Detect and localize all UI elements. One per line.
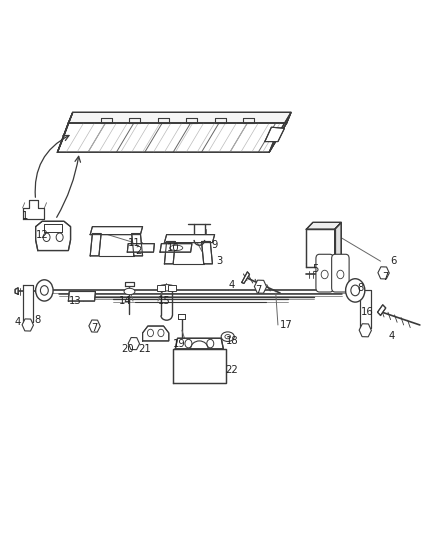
Polygon shape bbox=[164, 241, 175, 264]
Circle shape bbox=[346, 279, 365, 302]
Text: 14: 14 bbox=[119, 296, 131, 306]
Text: 20: 20 bbox=[121, 344, 134, 354]
Text: 8: 8 bbox=[35, 314, 41, 325]
Polygon shape bbox=[68, 112, 291, 123]
Polygon shape bbox=[35, 221, 71, 251]
Circle shape bbox=[337, 270, 344, 279]
Text: 2: 2 bbox=[135, 246, 141, 255]
Circle shape bbox=[56, 233, 63, 241]
Text: 7: 7 bbox=[255, 286, 261, 295]
Polygon shape bbox=[242, 272, 250, 284]
Polygon shape bbox=[269, 112, 291, 152]
Polygon shape bbox=[164, 235, 215, 243]
Circle shape bbox=[158, 329, 164, 337]
FancyBboxPatch shape bbox=[168, 285, 176, 291]
Polygon shape bbox=[15, 288, 18, 294]
Text: 15: 15 bbox=[158, 296, 171, 306]
Text: 11: 11 bbox=[127, 238, 140, 247]
Polygon shape bbox=[22, 285, 33, 322]
Circle shape bbox=[148, 329, 153, 337]
Text: 10: 10 bbox=[167, 243, 180, 253]
Circle shape bbox=[351, 285, 360, 296]
FancyBboxPatch shape bbox=[332, 254, 349, 292]
Polygon shape bbox=[306, 222, 341, 229]
Text: 18: 18 bbox=[226, 336, 238, 346]
Text: 12: 12 bbox=[36, 230, 49, 240]
Text: 4: 4 bbox=[389, 330, 395, 341]
Polygon shape bbox=[306, 229, 335, 266]
Polygon shape bbox=[160, 244, 192, 252]
Ellipse shape bbox=[170, 245, 183, 251]
Polygon shape bbox=[44, 224, 62, 232]
Text: 6: 6 bbox=[390, 256, 397, 266]
FancyBboxPatch shape bbox=[157, 285, 165, 291]
Polygon shape bbox=[90, 233, 101, 256]
Text: 13: 13 bbox=[69, 296, 81, 306]
Circle shape bbox=[321, 270, 328, 279]
Text: 5: 5 bbox=[312, 264, 318, 274]
Polygon shape bbox=[175, 338, 223, 349]
Circle shape bbox=[40, 286, 48, 295]
Polygon shape bbox=[173, 349, 226, 383]
Ellipse shape bbox=[158, 285, 175, 291]
Polygon shape bbox=[57, 123, 287, 152]
Polygon shape bbox=[178, 314, 185, 319]
Polygon shape bbox=[22, 200, 44, 219]
Ellipse shape bbox=[225, 335, 230, 339]
Polygon shape bbox=[360, 290, 371, 328]
Circle shape bbox=[207, 340, 214, 348]
Text: 4: 4 bbox=[229, 280, 235, 290]
Polygon shape bbox=[57, 112, 73, 152]
FancyBboxPatch shape bbox=[316, 254, 333, 292]
Circle shape bbox=[43, 233, 50, 241]
Text: 7: 7 bbox=[382, 272, 388, 282]
Text: 22: 22 bbox=[226, 365, 238, 375]
Text: 7: 7 bbox=[92, 322, 98, 333]
Polygon shape bbox=[378, 305, 386, 316]
Text: 17: 17 bbox=[280, 320, 293, 330]
Circle shape bbox=[185, 340, 192, 348]
Polygon shape bbox=[68, 292, 95, 301]
Text: 19: 19 bbox=[173, 338, 186, 349]
Circle shape bbox=[35, 280, 53, 301]
Ellipse shape bbox=[221, 332, 234, 342]
Text: 16: 16 bbox=[361, 306, 374, 317]
Text: 21: 21 bbox=[138, 344, 151, 354]
Text: 9: 9 bbox=[212, 240, 218, 250]
Polygon shape bbox=[127, 244, 154, 252]
Text: 4: 4 bbox=[15, 317, 21, 327]
Polygon shape bbox=[125, 282, 134, 286]
Polygon shape bbox=[201, 241, 212, 264]
Polygon shape bbox=[265, 127, 285, 142]
Polygon shape bbox=[143, 326, 169, 341]
Text: 3: 3 bbox=[216, 256, 222, 266]
Polygon shape bbox=[335, 222, 341, 266]
Ellipse shape bbox=[124, 288, 135, 295]
Text: 1: 1 bbox=[21, 211, 28, 221]
Polygon shape bbox=[90, 227, 143, 235]
Polygon shape bbox=[132, 233, 143, 256]
Text: 8: 8 bbox=[358, 283, 364, 293]
